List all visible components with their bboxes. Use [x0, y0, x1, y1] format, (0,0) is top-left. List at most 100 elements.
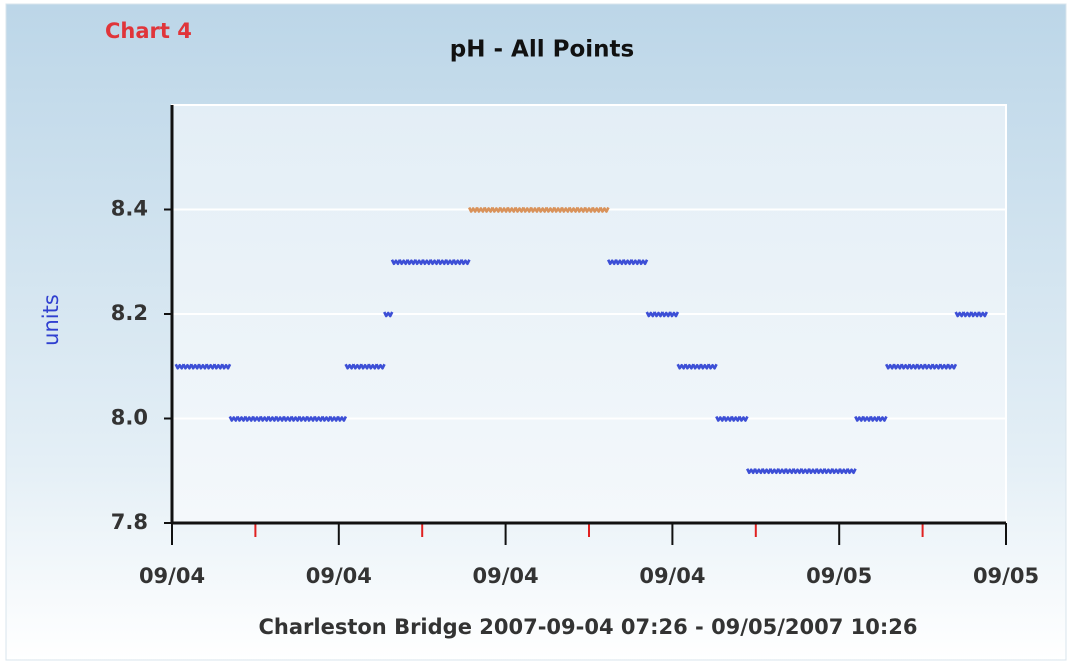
- point: [267, 415, 278, 422]
- y-tick-label: 8.2: [111, 301, 148, 325]
- point: [529, 206, 541, 213]
- point: [182, 363, 193, 370]
- point: [583, 206, 595, 213]
- point: [483, 206, 494, 213]
- point: [977, 311, 988, 318]
- point: [630, 259, 641, 266]
- point: [846, 468, 857, 475]
- point: [220, 363, 232, 370]
- chart-label: Chart 4: [105, 19, 192, 43]
- point: [792, 468, 803, 475]
- point: [537, 206, 548, 213]
- point: [653, 311, 664, 318]
- point: [344, 363, 355, 370]
- point: [398, 259, 409, 266]
- x-tick-label: 09/05: [806, 564, 872, 588]
- point: [614, 259, 626, 266]
- point: [468, 206, 479, 213]
- point: [390, 259, 402, 266]
- point: [259, 415, 270, 422]
- point: [522, 206, 533, 213]
- point: [869, 415, 880, 422]
- point: [830, 468, 842, 475]
- point: [962, 311, 973, 318]
- point: [298, 415, 309, 422]
- point: [591, 206, 602, 213]
- point: [753, 468, 765, 475]
- x-tick-label: 09/04: [473, 564, 539, 588]
- point: [429, 259, 440, 266]
- point: [205, 363, 216, 370]
- point: [931, 363, 942, 370]
- point: [715, 415, 726, 422]
- point: [413, 259, 425, 266]
- point: [923, 363, 934, 370]
- marks: [174, 206, 988, 475]
- point: [568, 206, 579, 213]
- point: [498, 206, 510, 213]
- x-tick-label: 09/04: [139, 564, 205, 588]
- y-tick-label: 7.8: [111, 510, 148, 534]
- point: [352, 363, 363, 370]
- point: [908, 363, 919, 370]
- x-tick-label: 09/05: [973, 564, 1039, 588]
- point: [637, 259, 649, 266]
- point: [954, 311, 965, 318]
- point: [437, 259, 448, 266]
- point: [599, 206, 610, 213]
- point: [213, 363, 224, 370]
- point: [383, 311, 394, 318]
- point: [244, 415, 255, 422]
- point: [691, 363, 703, 370]
- point: [707, 363, 718, 370]
- point: [329, 415, 340, 422]
- point: [475, 206, 487, 213]
- point: [946, 363, 958, 370]
- point: [738, 415, 749, 422]
- point: [367, 363, 378, 370]
- point: [228, 415, 239, 422]
- point: [197, 363, 209, 370]
- point: [815, 468, 826, 475]
- point: [761, 468, 772, 475]
- point: [359, 363, 371, 370]
- point: [676, 363, 687, 370]
- point: [491, 206, 502, 213]
- point: [939, 363, 950, 370]
- point: [661, 311, 672, 318]
- footer: Charleston Bridge 2007-09-04 07:26 - 09/…: [259, 615, 918, 639]
- point: [622, 259, 633, 266]
- point: [452, 259, 463, 266]
- point: [406, 259, 417, 266]
- axes: 7.8 8.0 8.2 8.4 09/04 09/04 09/04 09/04 09/05 09/…: [111, 105, 1039, 588]
- point: [684, 363, 695, 370]
- point: [560, 206, 571, 213]
- point: [545, 206, 556, 213]
- point: [699, 363, 710, 370]
- y-tick-label: 8.0: [111, 406, 148, 430]
- point: [313, 415, 324, 422]
- point: [305, 415, 317, 422]
- point: [274, 415, 286, 422]
- point: [282, 415, 293, 422]
- point: [746, 468, 757, 475]
- point: [877, 415, 888, 422]
- point: [730, 415, 741, 422]
- point: [900, 363, 911, 370]
- point: [251, 415, 263, 422]
- point: [174, 363, 185, 370]
- point: [236, 415, 247, 422]
- y-tick-label: 8.4: [111, 197, 148, 221]
- point: [460, 259, 471, 266]
- point: [444, 259, 456, 266]
- point: [645, 311, 656, 318]
- point: [861, 415, 873, 422]
- point: [607, 259, 618, 266]
- point: [514, 206, 525, 213]
- point: [969, 311, 981, 318]
- point: [190, 363, 201, 370]
- x-tick-label: 09/04: [306, 564, 372, 588]
- point: [823, 468, 834, 475]
- point: [769, 468, 780, 475]
